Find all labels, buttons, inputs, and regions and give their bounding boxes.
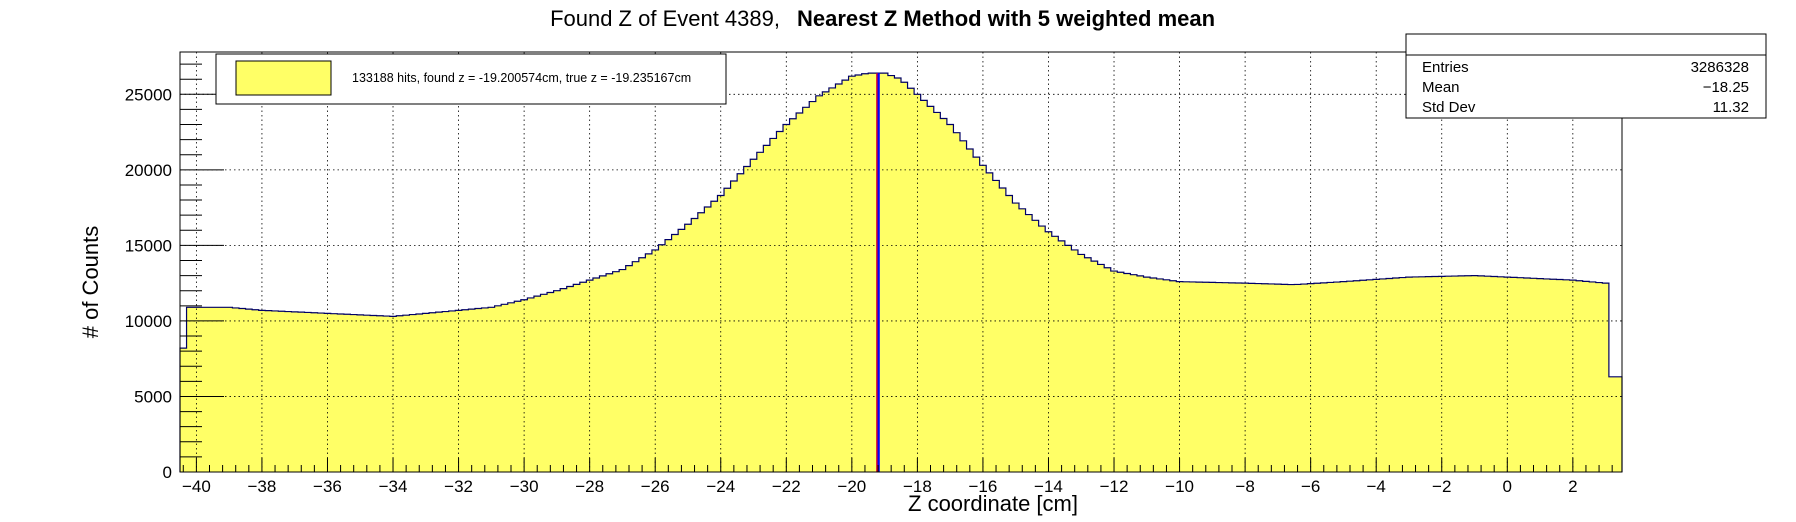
- stats-box-frame: [1405, 33, 1767, 119]
- y-tick-label: 0: [163, 463, 172, 482]
- y-tick-label: 20000: [125, 161, 172, 180]
- x-axis: −40 −38 −36 −34 −32 −30 −28 −26 −24 −22 −20 −18 −16−…: [182, 458, 1613, 496]
- x-axis-title: Z coordinate [cm]: [908, 491, 1078, 516]
- x-tick-label: −40: [182, 477, 211, 496]
- y-axis: 0 5000 10000 15000 20000 25000: [125, 63, 224, 482]
- x-tick-label: −20: [837, 477, 866, 496]
- x-tick-label: −16: [969, 477, 998, 496]
- x-tick-label: −30: [510, 477, 539, 496]
- stats-value-entries: 3286328: [1691, 59, 1749, 76]
- stats-label-entries: Entries: [1422, 59, 1469, 76]
- chart-title-main: Found Z of Event 4389,: [550, 6, 780, 31]
- x-tick-label: −14: [1034, 477, 1063, 496]
- x-tick-label: −6: [1301, 477, 1320, 496]
- x-tick-label: −26: [641, 477, 670, 496]
- x-tick-label: −4: [1367, 477, 1386, 496]
- x-tick-label: −38: [248, 477, 277, 496]
- x-tick-label: −24: [706, 477, 735, 496]
- x-tick-label: −12: [1100, 477, 1129, 496]
- y-tick-label: 15000: [125, 236, 172, 255]
- x-tick-label: −34: [379, 477, 408, 496]
- plot-frame: [179, 51, 1623, 473]
- x-tick-label: −10: [1165, 477, 1194, 496]
- stats-label-stddev: Std Dev: [1422, 99, 1476, 116]
- y-tick-label: 25000: [125, 85, 172, 104]
- x-tick-label: −36: [313, 477, 342, 496]
- stats-box: Entries 3286328 Mean −18.25 Std Dev 11.3…: [1405, 33, 1767, 119]
- x-tick-label: −28: [575, 477, 604, 496]
- chart-title-method: Nearest Z Method with 5 weighted mean: [797, 6, 1215, 31]
- x-tick-label: −8: [1235, 477, 1254, 496]
- stats-value-mean: −18.25: [1703, 79, 1749, 96]
- y-axis-title: # of Counts: [78, 226, 103, 339]
- legend-entry: 133188 hits, found z = -19.200574cm, tru…: [352, 71, 691, 85]
- x-tick-label: 2: [1568, 477, 1577, 496]
- x-tick-label: −22: [772, 477, 801, 496]
- y-tick-label: 5000: [134, 387, 172, 406]
- grid-lines: [180, 52, 1622, 472]
- x-tick-label: −2: [1432, 477, 1451, 496]
- legend: 133188 hits, found z = -19.200574cm, tru…: [215, 53, 727, 105]
- stats-value-stddev: 11.32: [1713, 99, 1749, 116]
- histogram-outline: [179, 72, 1623, 472]
- legend-swatch: [235, 60, 332, 96]
- x-tick-label: −18: [903, 477, 932, 496]
- y-tick-label: 10000: [125, 312, 172, 331]
- x-tick-label: 0: [1503, 477, 1512, 496]
- marker-lines: [876, 73, 880, 472]
- histogram-fill: [180, 73, 1622, 473]
- stats-label-mean: Mean: [1422, 79, 1460, 96]
- x-tick-label: −32: [444, 477, 473, 496]
